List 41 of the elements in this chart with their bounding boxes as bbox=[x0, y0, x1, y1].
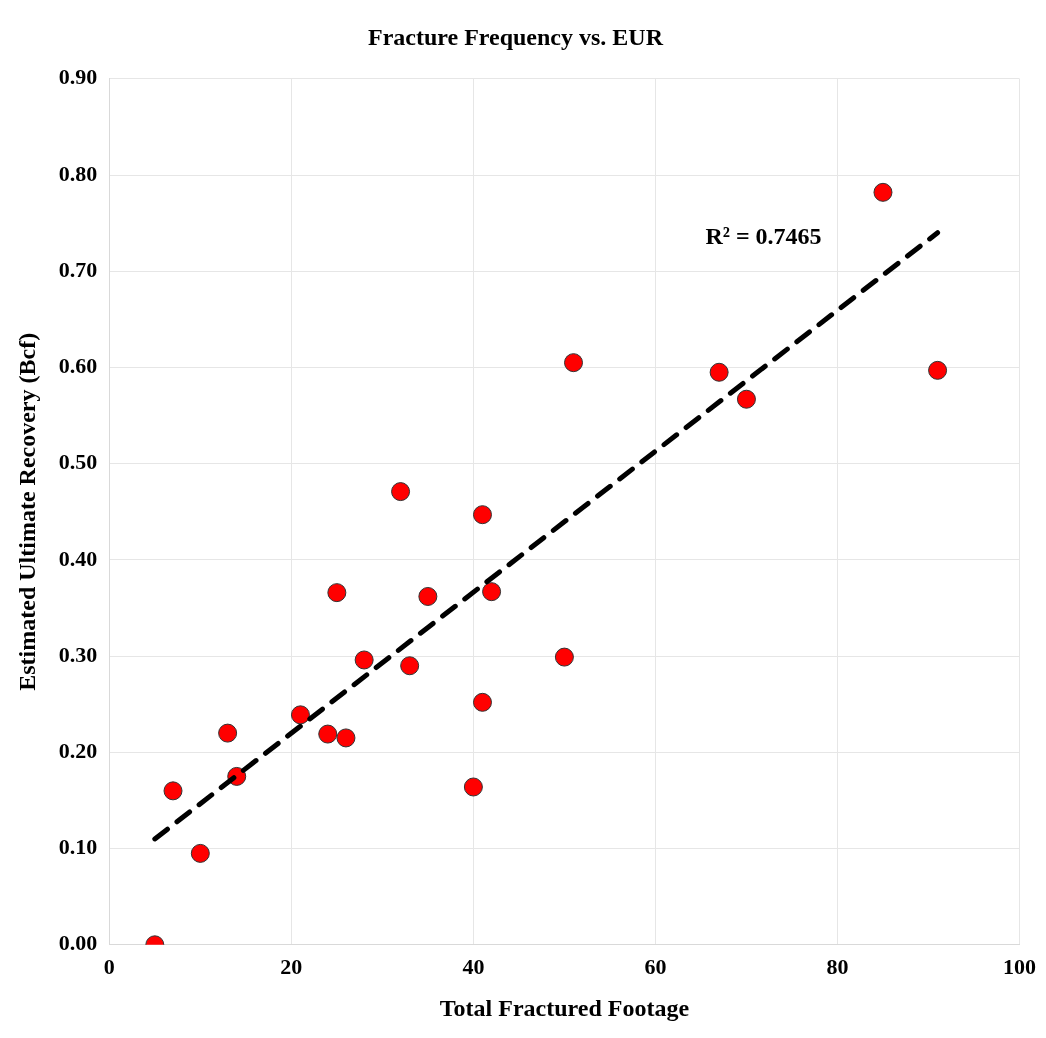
point bbox=[218, 723, 238, 743]
point bbox=[400, 656, 420, 676]
y-tick-label: 0.40 bbox=[58, 545, 98, 571]
point bbox=[873, 182, 893, 202]
point bbox=[554, 647, 574, 667]
y-tick-label: 0.20 bbox=[58, 738, 98, 764]
y-tick-label: 0.00 bbox=[58, 930, 98, 956]
point bbox=[354, 650, 374, 670]
point bbox=[290, 705, 310, 725]
point bbox=[190, 843, 210, 863]
y-tick-label: 0.70 bbox=[58, 256, 98, 282]
x-axis-title: Total Fractured Footage bbox=[439, 994, 690, 1021]
point bbox=[472, 692, 492, 712]
point bbox=[709, 362, 729, 382]
point bbox=[327, 583, 347, 603]
y-tick-label: 0.90 bbox=[58, 64, 98, 90]
y-tick-label: 0.80 bbox=[58, 160, 98, 186]
y-tick-label: 0.10 bbox=[58, 834, 98, 860]
chart-title: Fracture Frequency vs. EUR bbox=[367, 23, 664, 50]
point bbox=[391, 482, 411, 502]
point bbox=[336, 728, 356, 748]
y-tick-label: 0.30 bbox=[58, 641, 98, 667]
x-tick-label: 40 bbox=[462, 953, 485, 979]
annotation: R² = 0.7465 bbox=[705, 223, 822, 249]
point bbox=[482, 582, 502, 602]
x-tick-label: 80 bbox=[826, 953, 849, 979]
y-axis-title: Estimated Ultimate Recovery (Bcf) bbox=[13, 332, 40, 691]
point bbox=[472, 505, 492, 525]
point bbox=[564, 353, 583, 373]
point bbox=[736, 389, 756, 409]
y-tick-label: 0.60 bbox=[58, 353, 98, 379]
point bbox=[318, 724, 338, 744]
x-tick-label: 60 bbox=[644, 953, 667, 979]
x-tick-label: 20 bbox=[280, 953, 303, 979]
point bbox=[163, 781, 183, 801]
x-tick-label: 0 bbox=[103, 953, 115, 979]
point bbox=[928, 360, 948, 380]
point bbox=[418, 586, 438, 606]
x-tick-label: 100 bbox=[1003, 953, 1036, 979]
point bbox=[463, 777, 483, 797]
y-tick-label: 0.50 bbox=[58, 449, 98, 475]
